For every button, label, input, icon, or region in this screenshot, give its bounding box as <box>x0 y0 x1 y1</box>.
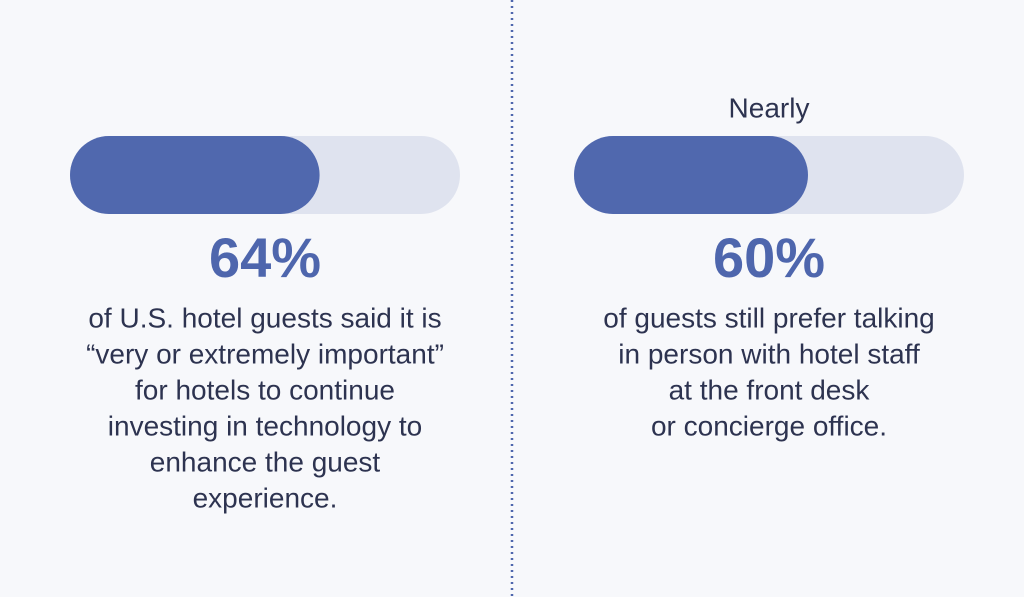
description-line: or concierge office. <box>651 410 887 441</box>
description-line: “very or extremely important” <box>86 338 444 369</box>
description-line: of U.S. hotel guests said it is <box>88 302 441 333</box>
description-line: investing in technology to <box>108 410 422 441</box>
stat-value: 60% <box>713 226 825 289</box>
description-line: experience. <box>193 482 338 513</box>
description-line: at the front desk <box>669 374 871 405</box>
bar-fill <box>70 136 320 214</box>
prefix: Nearly <box>729 92 810 123</box>
description-line: of guests still prefer talking <box>603 302 935 333</box>
stat-value: 64% <box>209 226 321 289</box>
description-line: enhance the guest <box>150 446 381 477</box>
description-line: in person with hotel staff <box>618 338 920 369</box>
bar-fill <box>574 136 808 214</box>
description-line: for hotels to continue <box>135 374 395 405</box>
